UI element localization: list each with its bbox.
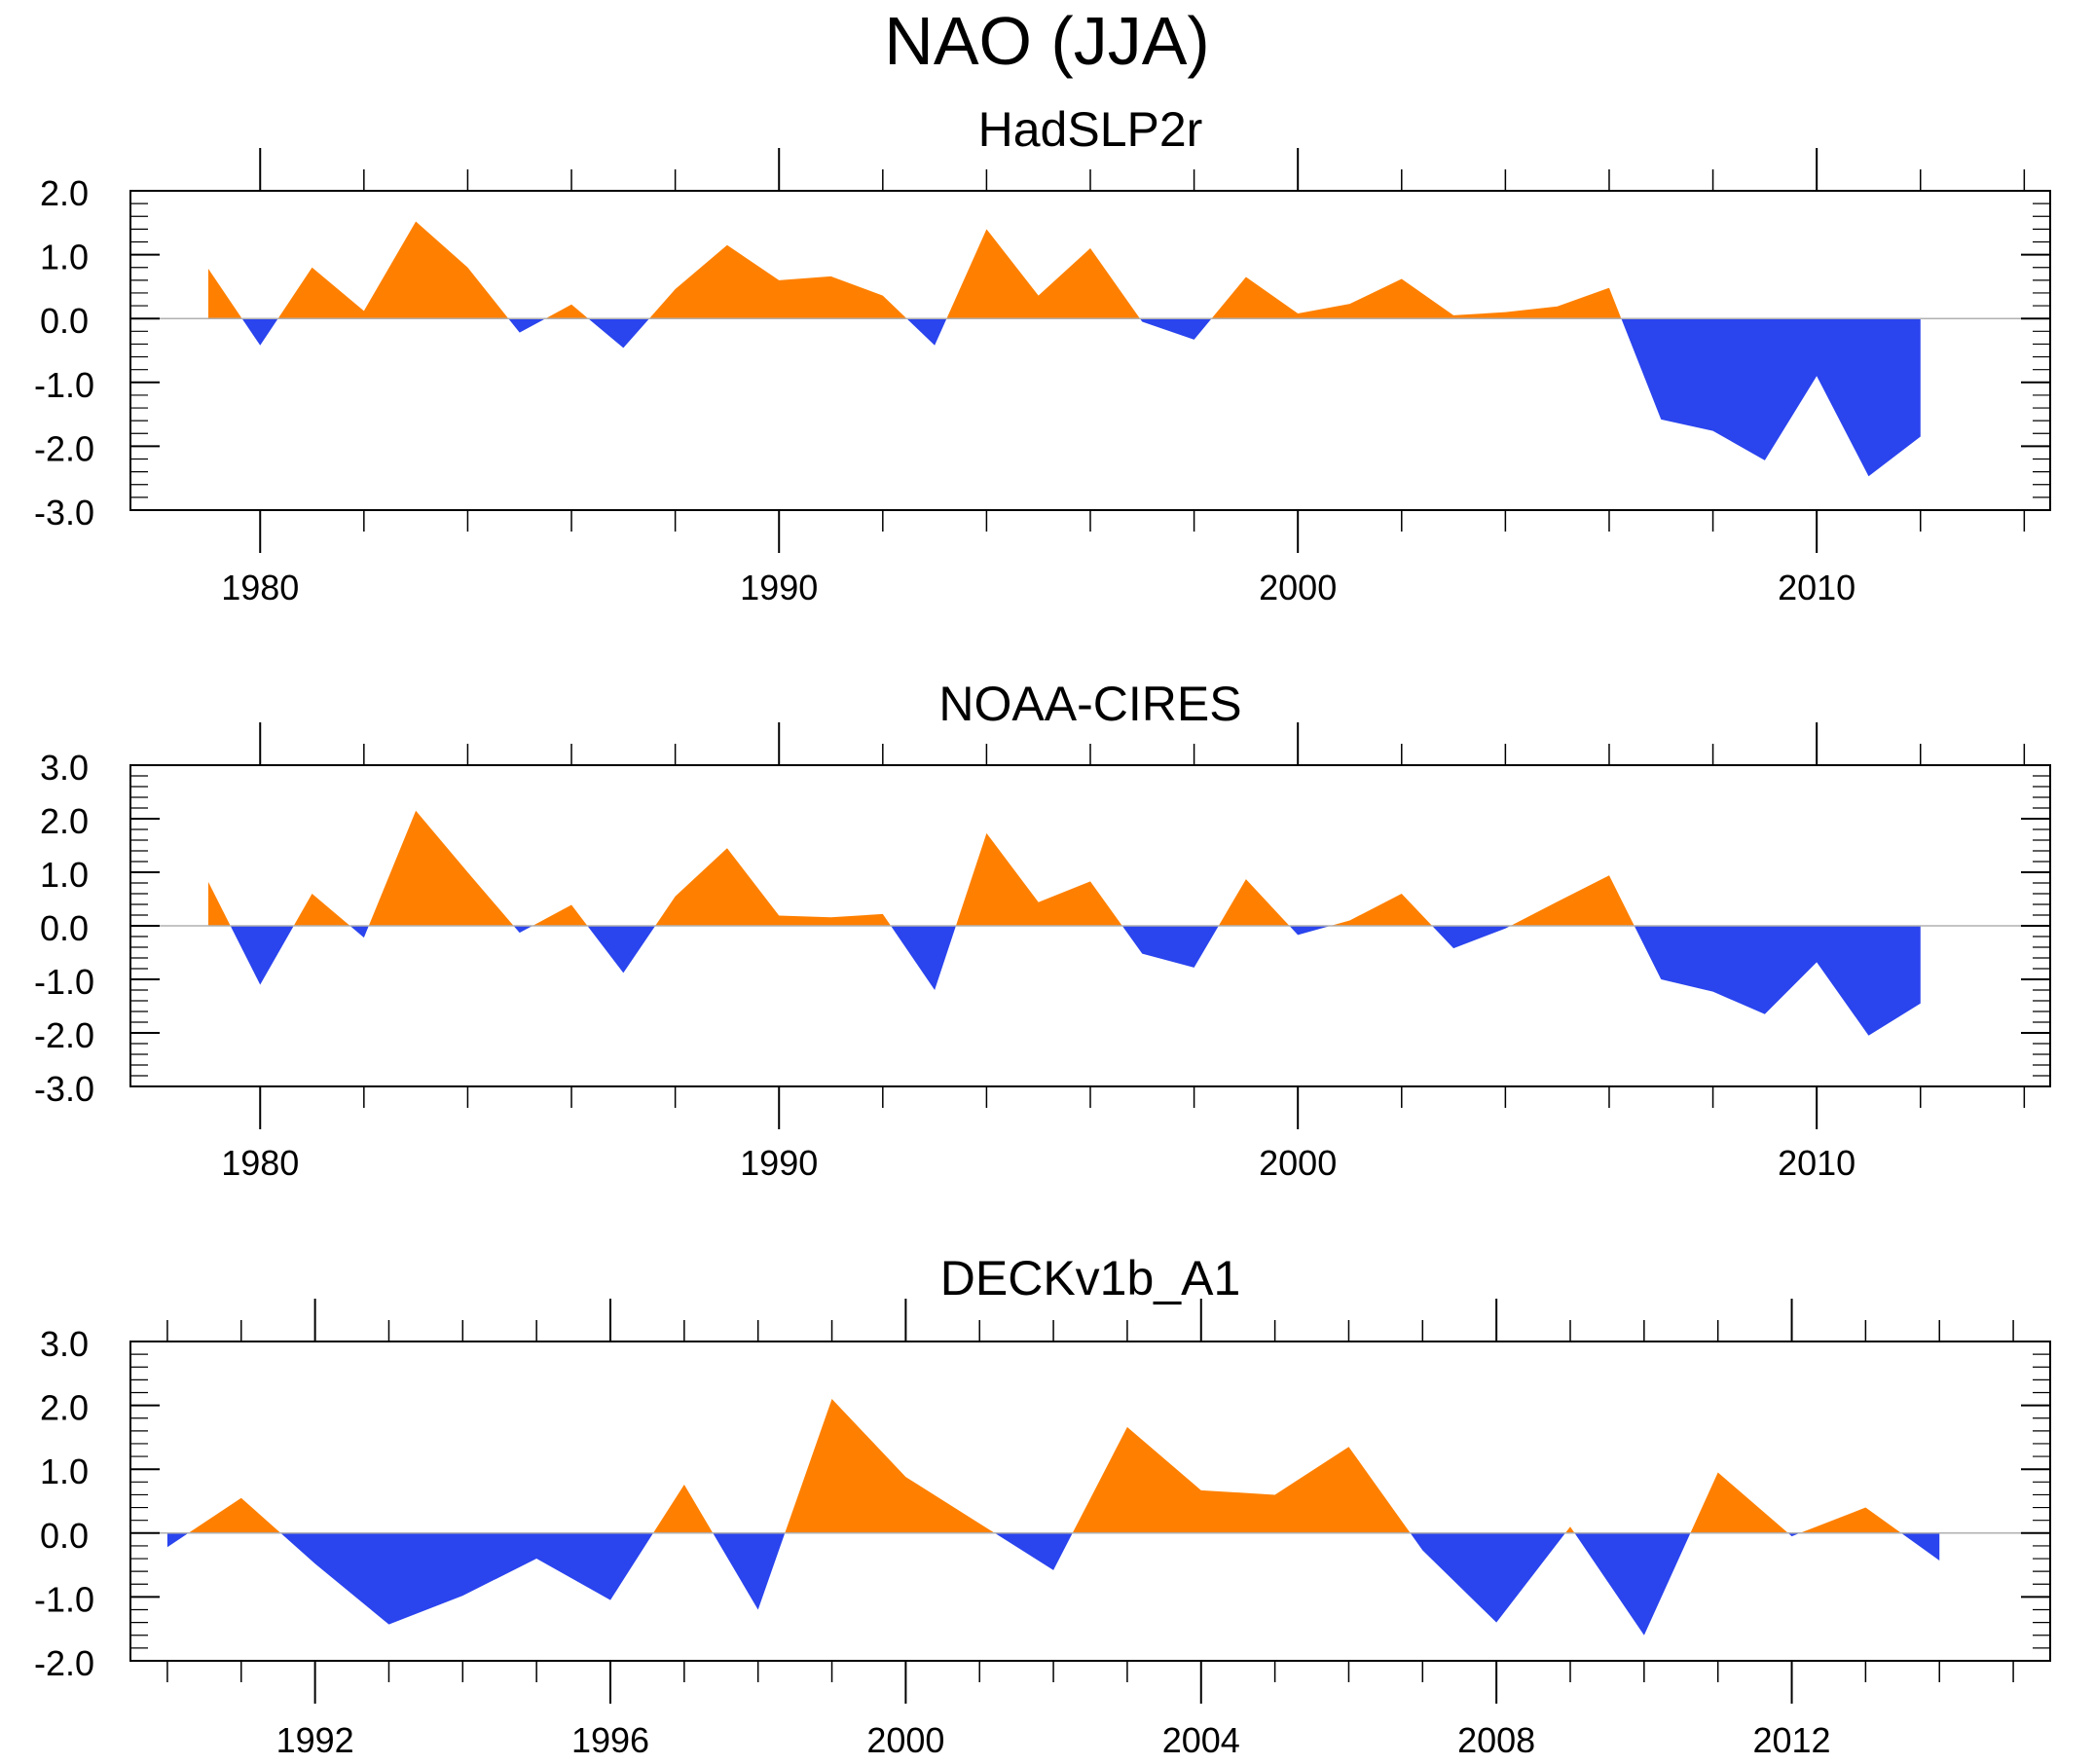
- positive-area: [293, 894, 350, 926]
- x-tick-label: 2012: [1752, 1720, 1830, 1759]
- chart-panel-2: DECKv1b_A1 3.0 2.0 1.0 0.0 -1.0 -2.0 1992 1996 20…: [34, 1251, 2051, 1760]
- negative-area: [1574, 1532, 1691, 1635]
- negative-area: [1121, 926, 1219, 968]
- y-tick-label: -2.0: [34, 1015, 94, 1055]
- negative-area: [1621, 318, 1921, 477]
- y-tick-label: 0.0: [40, 908, 89, 948]
- negative-area: [1900, 1532, 1940, 1562]
- x-tick-label: 1980: [221, 568, 299, 607]
- positive-area: [1564, 1526, 1575, 1533]
- negative-area: [280, 1532, 653, 1625]
- negative-area: [166, 1532, 189, 1548]
- negative-area: [1787, 1532, 1800, 1537]
- positive-area: [277, 221, 509, 319]
- positive-area: [1799, 1507, 1901, 1533]
- y-tick-label: 1.0: [40, 1452, 89, 1491]
- positive-area: [655, 848, 892, 926]
- y-tick-label: 3.0: [40, 748, 89, 788]
- negative-area: [513, 926, 533, 934]
- positive-area: [1330, 894, 1433, 926]
- negative-area: [906, 318, 947, 346]
- panel-title: NOAA-CIRES: [938, 677, 1241, 731]
- plot-frame: [129, 1341, 2051, 1662]
- positive-area: [1072, 1426, 1411, 1533]
- x-tick-label: 2010: [1778, 568, 1855, 607]
- y-tick-label: -2.0: [34, 428, 94, 468]
- positive-area: [653, 1484, 714, 1533]
- x-tick-label: 2000: [1259, 1143, 1337, 1183]
- positive-area: [207, 269, 242, 319]
- positive-area: [188, 1497, 281, 1533]
- negative-area: [1289, 926, 1331, 936]
- positive-area: [955, 832, 1122, 926]
- panel-title: HadSLP2r: [978, 102, 1203, 157]
- x-tick-label: 1990: [740, 568, 818, 607]
- y-tick-label: -3.0: [34, 493, 94, 533]
- positive-area: [648, 244, 907, 319]
- negative-area: [1139, 318, 1212, 340]
- negative-area: [587, 926, 656, 974]
- positive-area: [545, 304, 589, 319]
- y-tick-label: 2.0: [40, 1388, 89, 1428]
- y-tick-label: -1.0: [34, 1579, 94, 1619]
- negative-area: [508, 318, 546, 333]
- positive-area: [1211, 276, 1622, 319]
- x-tick-label: 1996: [571, 1720, 649, 1759]
- y-tick-label: 2.0: [40, 801, 89, 841]
- positive-area: [1218, 879, 1290, 926]
- x-tick-label: 2000: [1259, 568, 1337, 607]
- figure-title: NAO (JJA): [884, 3, 1210, 79]
- y-tick-label: 2.0: [40, 173, 89, 213]
- positive-area: [533, 904, 588, 926]
- y-tick-label: 1.0: [40, 855, 89, 895]
- positive-area: [1510, 875, 1635, 926]
- negative-area: [1410, 1532, 1565, 1623]
- x-tick-label: 1990: [740, 1143, 818, 1183]
- negative-area: [1634, 926, 1921, 1036]
- y-tick-label: -1.0: [34, 365, 94, 405]
- x-tick-label: 1992: [276, 1720, 354, 1759]
- negative-area: [230, 926, 294, 985]
- panel-title: DECKv1b_A1: [940, 1251, 1241, 1305]
- y-tick-label: 3.0: [40, 1324, 89, 1364]
- x-tick-label: 2010: [1778, 1143, 1855, 1183]
- negative-area: [891, 926, 956, 990]
- negative-area: [349, 926, 369, 938]
- y-tick-label: 0.0: [40, 1516, 89, 1556]
- y-tick-label: 0.0: [40, 301, 89, 341]
- x-tick-label: 2004: [1162, 1720, 1240, 1759]
- x-tick-label: 1980: [221, 1143, 299, 1183]
- negative-area: [241, 318, 278, 346]
- positive-area: [207, 881, 231, 926]
- positive-area: [785, 1399, 995, 1533]
- positive-area: [1690, 1472, 1788, 1533]
- positive-area: [946, 229, 1140, 319]
- x-tick-label: 2000: [866, 1720, 944, 1759]
- chart-panel-0: HadSLP2r 2.0 1.0 0.0 -1.0 -2.0 -3.0 1980 1990 200…: [34, 102, 2051, 607]
- y-tick-label: -3.0: [34, 1069, 94, 1109]
- positive-area: [368, 810, 514, 926]
- negative-area: [588, 318, 649, 349]
- negative-area: [1432, 926, 1511, 949]
- y-tick-label: 1.0: [40, 238, 89, 277]
- chart-panel-1: NOAA-CIRES 3.0 2.0 1.0 0.0 -1.0 -2.0 -3.0 1980 19…: [34, 677, 2051, 1183]
- x-tick-label: 2008: [1457, 1720, 1535, 1759]
- y-tick-label: -1.0: [34, 962, 94, 1002]
- y-tick-label: -2.0: [34, 1643, 94, 1683]
- negative-area: [994, 1532, 1073, 1570]
- negative-area: [713, 1532, 786, 1610]
